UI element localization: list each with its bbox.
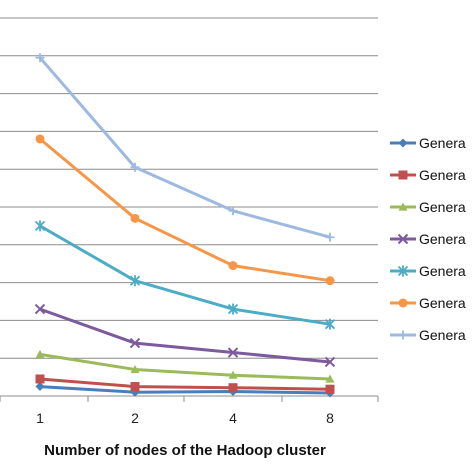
series-line (39, 377, 331, 391)
data-point (325, 276, 335, 286)
series-3 (35, 349, 335, 383)
series-line (39, 137, 331, 283)
data-point (324, 318, 336, 330)
data-point (227, 347, 239, 358)
data-point (228, 383, 238, 393)
series-4 (34, 303, 336, 368)
legend-label: Genera (419, 199, 466, 215)
series-6 (35, 134, 335, 286)
series-line (39, 224, 331, 326)
data-point (324, 356, 336, 368)
legend-label: Genera (419, 231, 466, 247)
data-point (228, 370, 238, 379)
data-point (35, 53, 45, 63)
legend-label: Genera (419, 295, 466, 311)
legend-label: Genera (419, 263, 466, 279)
x-tick-label: 4 (229, 410, 237, 426)
data-point (398, 138, 408, 148)
legend-item: Genera (390, 135, 466, 151)
data-point (398, 170, 408, 180)
x-axis-ticks: 1 2 4 8 (0, 396, 379, 426)
data-point (35, 374, 45, 384)
data-point (228, 206, 238, 216)
data-point (397, 265, 409, 277)
legend-item: Genera (390, 199, 466, 215)
data-point (129, 337, 141, 349)
series-line (39, 307, 331, 364)
data-point (398, 298, 408, 308)
legend-item: Genera (390, 263, 466, 279)
data-point (35, 349, 45, 359)
data-point (130, 162, 140, 172)
x-axis-title: Number of nodes of the Hadoop cluster (44, 442, 326, 459)
data-point (397, 233, 409, 245)
legend-label: Genera (419, 135, 466, 151)
series-group (34, 53, 336, 398)
data-point (34, 303, 46, 315)
data-point (325, 374, 335, 383)
data-point (325, 232, 335, 242)
data-point (130, 213, 140, 223)
data-point (34, 220, 46, 232)
gridlines (0, 17, 378, 359)
series-line (39, 352, 331, 381)
data-point (129, 275, 141, 287)
series-2 (35, 374, 335, 394)
data-point (325, 384, 335, 394)
data-point (35, 134, 45, 144)
data-point (398, 202, 408, 211)
series-5 (34, 220, 336, 330)
legend-item: Genera (390, 167, 466, 183)
series-line (38, 56, 331, 239)
data-point (130, 365, 140, 374)
legend-item: Genera (390, 327, 466, 343)
data-point (130, 382, 140, 392)
series-7 (35, 53, 335, 242)
x-tick-label: 1 (36, 410, 44, 426)
x-tick-label: 2 (131, 410, 139, 426)
data-point (35, 382, 45, 392)
legend-label: Genera (419, 167, 466, 183)
legend-label: Genera (419, 327, 466, 343)
legend: Genera Genera Genera Genera Genera Genera Gene… (390, 135, 466, 343)
data-point (227, 303, 239, 315)
legend-item: Genera (390, 231, 466, 247)
legend-item: Genera (390, 295, 466, 311)
x-tick-label: 8 (326, 410, 334, 426)
data-point (228, 261, 238, 271)
series-line (39, 385, 331, 395)
data-point (398, 330, 408, 340)
